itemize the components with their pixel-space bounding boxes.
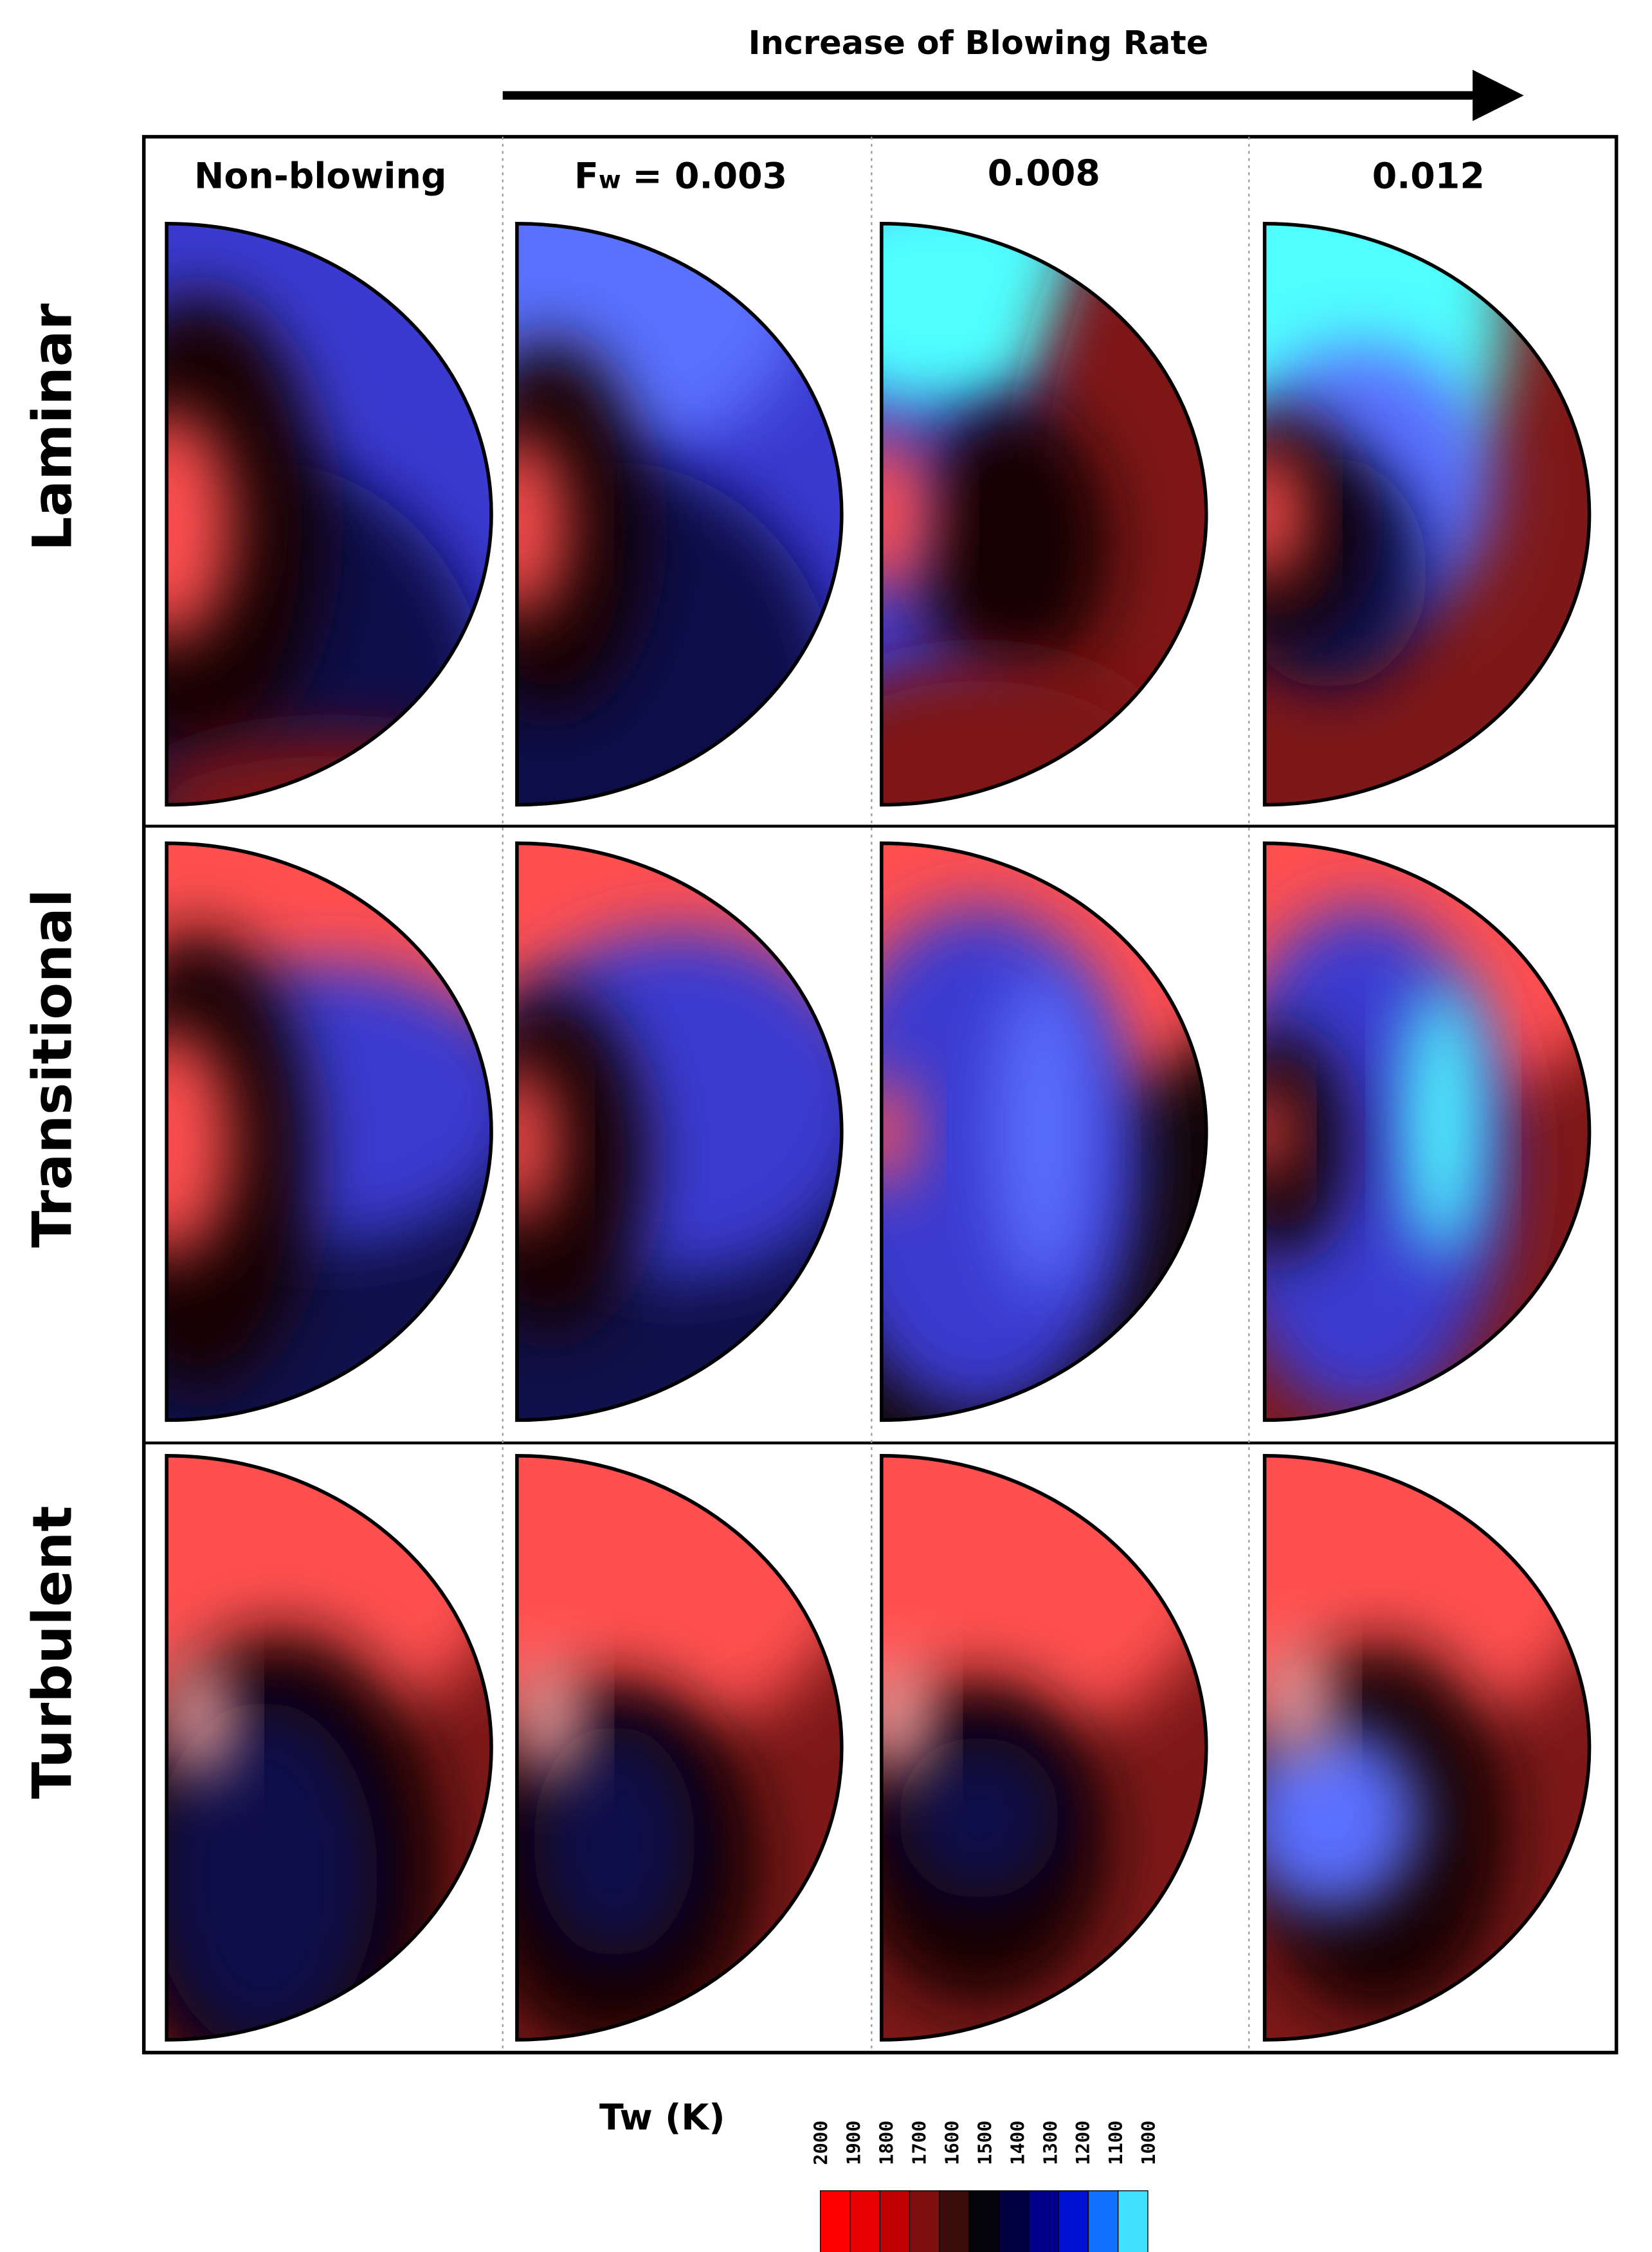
colorbar-tick-label: 1700	[909, 2121, 930, 2165]
map-region	[1265, 1642, 1330, 1759]
colorbar-cell	[880, 2191, 909, 2252]
row-label: Laminar	[21, 303, 84, 551]
map-region	[817, 907, 1141, 1414]
colorbar: 2000 1900 1800 1700 1600 1500 1400 1300 1200 1100…	[810, 2121, 1159, 2252]
colorbar-cell	[969, 2191, 999, 2252]
colorbar-tick-label: 1800	[876, 2121, 898, 2165]
map-region	[517, 1660, 582, 1777]
column-header: Fw = 0.003	[574, 156, 787, 197]
colorbar-cell	[910, 2191, 939, 2252]
colorbar-cell	[939, 2191, 969, 2252]
map-region	[1404, 982, 1482, 1259]
map-region	[167, 1660, 231, 1777]
colorbar-cell	[999, 2191, 1028, 2252]
page: Increase of Blowing Rate Non-blowing Fw =…	[0, 0, 1652, 2252]
colorbar-cell	[1058, 2191, 1088, 2252]
colorbar-cell	[1118, 2191, 1148, 2252]
map-region	[995, 970, 1093, 1293]
map-region	[898, 1736, 1060, 1900]
symbol: F	[574, 156, 599, 197]
column-header: 0.008	[988, 153, 1100, 194]
colorbar-cell	[821, 2191, 850, 2252]
colorbar-cell	[1029, 2191, 1058, 2252]
map-region	[914, 404, 1109, 683]
colorbar-label: Tw (K)	[599, 2098, 725, 2139]
row-label: Turbulent	[21, 1506, 84, 1799]
colorbar-tick-label: 1100	[1105, 2121, 1127, 2165]
column-value: = 0.003	[632, 156, 787, 197]
subscript: w	[599, 165, 621, 194]
map-region	[866, 1660, 930, 1777]
column-header: 0.012	[1372, 156, 1485, 197]
figure: Increase of Blowing Rate Non-blowing Fw =…	[0, 0, 1652, 2252]
colorbar-tick-label: 2000	[810, 2121, 832, 2165]
panels	[5, 107, 1652, 2098]
colorbar-tick-label: 1300	[1039, 2121, 1061, 2165]
row-label: Transitional	[21, 889, 84, 1248]
colorbar-cell	[850, 2191, 880, 2252]
temperature-map	[1183, 113, 1589, 804]
colorbar-tick-label: 1000	[1138, 2121, 1159, 2165]
colorbar-cell	[1088, 2191, 1118, 2252]
colorbar-tick-label: 1400	[1006, 2121, 1028, 2165]
colorbar-tick-label: 1500	[974, 2121, 995, 2165]
column-header: Non-blowing	[194, 156, 447, 197]
colorbar-tick-label: 1600	[941, 2121, 963, 2165]
temperature-map	[1135, 693, 1652, 1420]
colorbar-tick-label: 1200	[1072, 2121, 1094, 2165]
colorbar-tick-label: 1900	[843, 2121, 865, 2165]
arrow-label: Increase of Blowing Rate	[749, 24, 1209, 62]
